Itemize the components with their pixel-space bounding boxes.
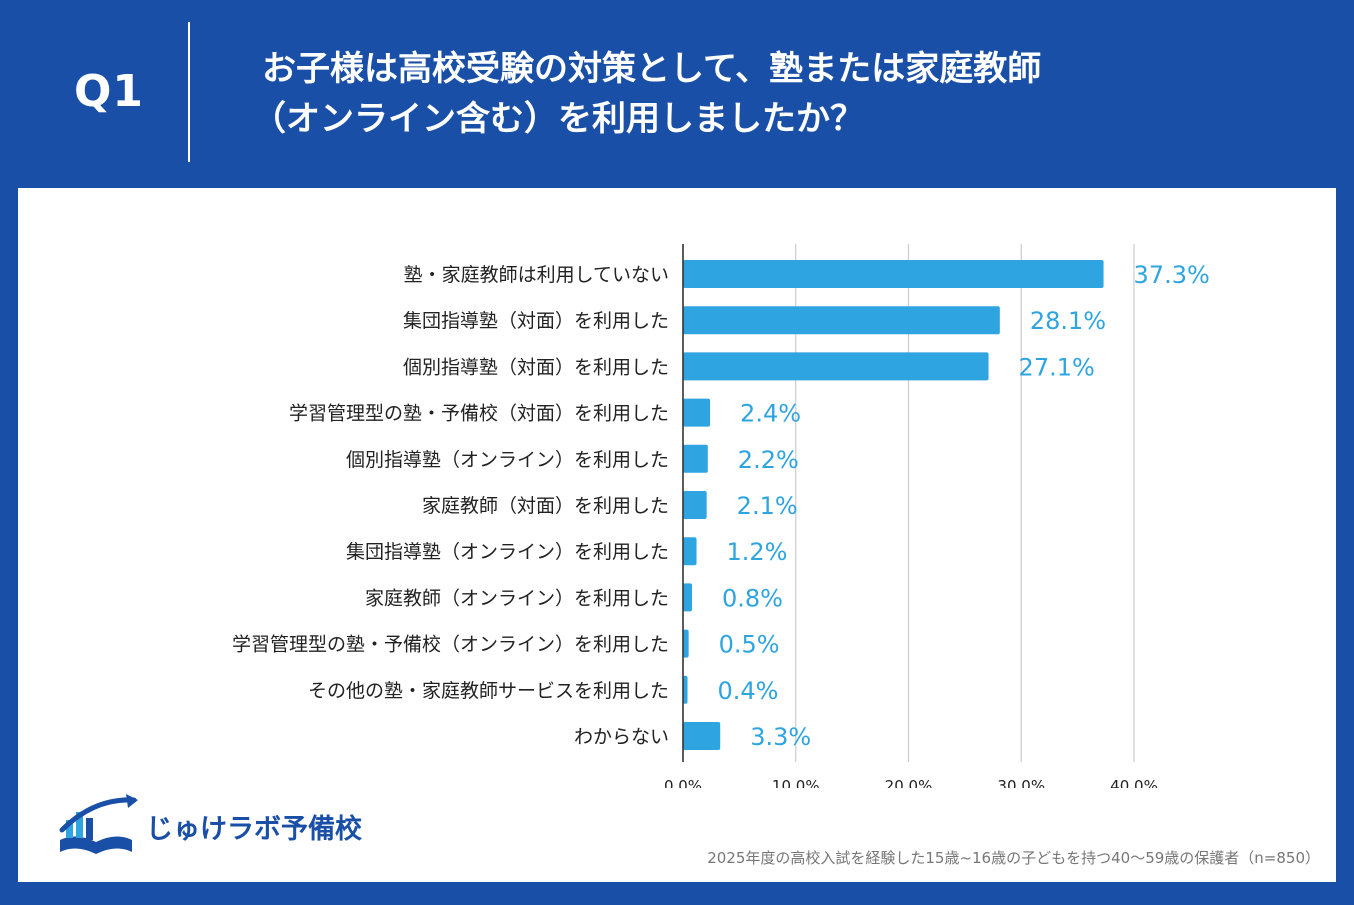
header-divider: [188, 22, 190, 162]
value-label: 0.4%: [718, 677, 779, 705]
bar: [683, 491, 707, 519]
source-note: 2025年度の高校入試を経験した15歳~16歳の子どもを持つ40～59歳の保護者…: [707, 849, 1320, 867]
x-tick-label: 40.0%: [1110, 777, 1158, 788]
bar: [683, 675, 688, 704]
category-label: 学習管理型の塾・予備校（オンライン）を利用した: [232, 634, 669, 656]
logo-text: じゅけラボ予備校: [146, 814, 362, 845]
question-title: お子様は高校受験の対策として、塾または家庭教師 （オンライン含む）を利用しました…: [252, 44, 1322, 144]
x-tick-label: 0.0%: [664, 777, 702, 788]
category-label: 集団指導塾（オンライン）を利用した: [346, 541, 669, 563]
x-tick-label: 10.0%: [772, 777, 820, 788]
value-label: 28.1%: [1030, 307, 1106, 335]
bar: [683, 260, 1104, 288]
value-label: 1.2%: [727, 538, 788, 566]
category-label: 塾・家庭教師は利用していない: [404, 264, 669, 286]
bar-chart: 0.0% 10.0% 20.0% 30.0% 40.0% 塾・家庭教師は利用していない 37…: [232, 244, 1210, 788]
category-label: 個別指導塾（オンライン）を利用した: [346, 449, 669, 471]
chart-panel: 0.0% 10.0% 20.0% 30.0% 40.0% 塾・家庭教師は利用していない 37…: [18, 188, 1336, 882]
bar: [683, 306, 1000, 335]
logo: じゅけラボ予備校: [54, 794, 374, 858]
category-label: 家庭教師（対面）を利用した: [422, 495, 669, 517]
category-label: その他の塾・家庭教師サービスを利用した: [308, 680, 669, 702]
value-label: 27.1%: [1019, 353, 1095, 381]
value-label: 3.3%: [750, 723, 811, 751]
header: Q1 お子様は高校受験の対策として、塾または家庭教師 （オンライン含む）を利用し…: [0, 0, 1354, 188]
x-tick-label: 30.0%: [997, 777, 1045, 788]
bar: [683, 444, 708, 473]
book-logo-icon: [59, 794, 138, 854]
question-number: Q1: [74, 66, 145, 117]
bar: [683, 398, 711, 427]
category-label: わからない: [574, 726, 669, 748]
bar: [683, 537, 697, 566]
value-label: 2.2%: [738, 446, 799, 474]
bar: [683, 583, 693, 612]
question-line-2: （オンライン含む）を利用しましたか？: [252, 99, 864, 139]
value-label: 0.5%: [719, 631, 780, 659]
value-label: 2.4%: [740, 400, 801, 428]
x-tick-label: 20.0%: [885, 777, 933, 788]
category-label: 家庭教師（オンライン）を利用した: [365, 587, 669, 609]
bar: [683, 629, 689, 658]
value-label: 37.3%: [1134, 261, 1210, 289]
category-label: 学習管理型の塾・予備校（対面）を利用した: [289, 403, 669, 425]
question-line-1: お子様は高校受験の対策として、塾または家庭教師: [262, 49, 1042, 89]
value-label: 2.1%: [737, 492, 798, 520]
value-label: 0.8%: [722, 584, 783, 612]
category-label: 個別指導塾（対面）を利用した: [403, 356, 669, 378]
bar: [683, 722, 721, 750]
bar: [683, 352, 989, 381]
category-label: 集団指導塾（対面）を利用した: [403, 310, 669, 332]
